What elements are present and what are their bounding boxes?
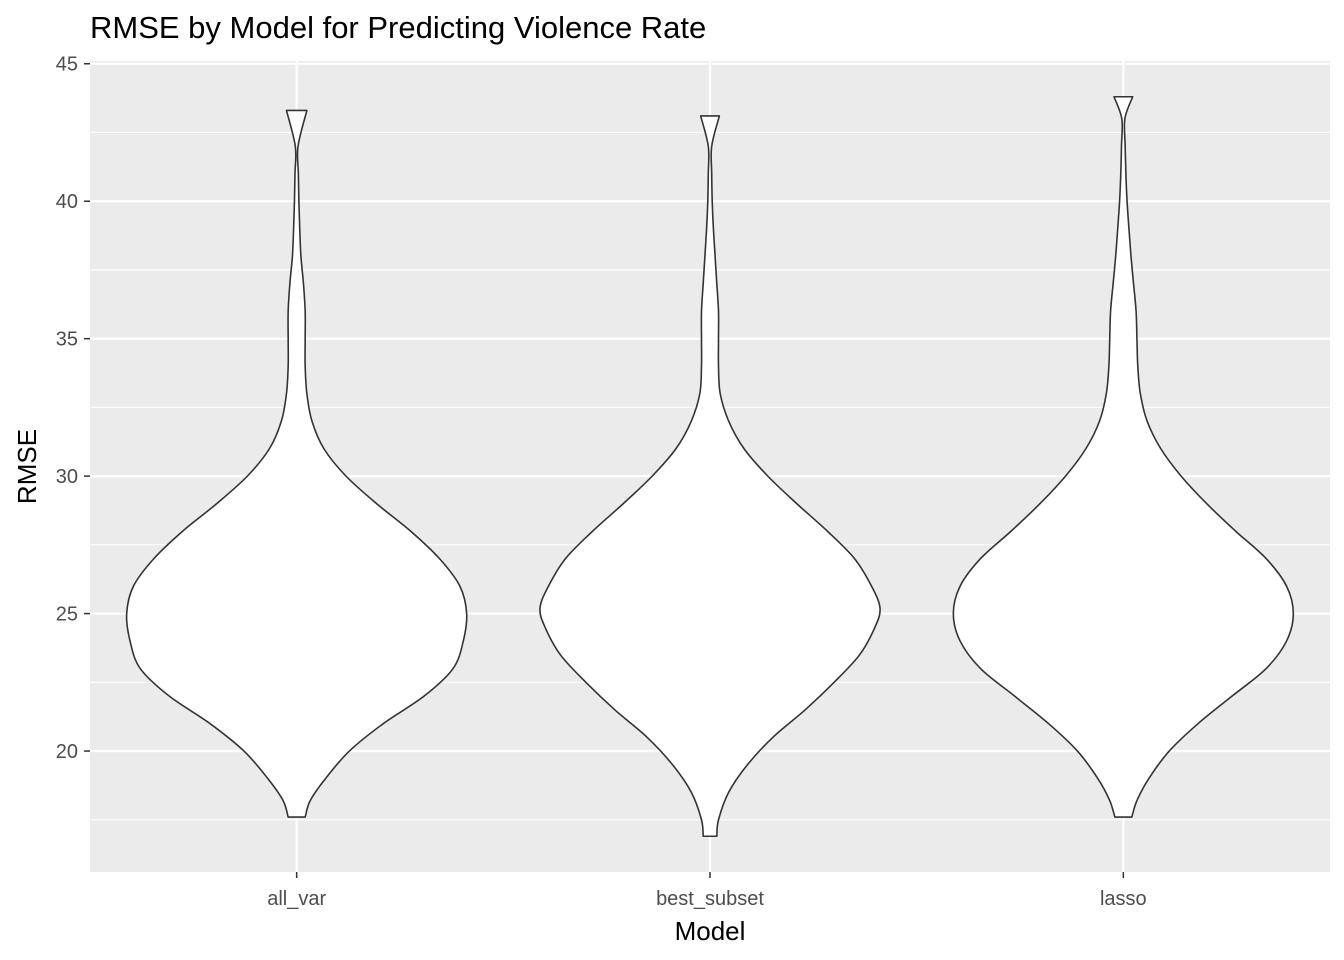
x-axis-title: Model <box>675 916 746 946</box>
y-tick-label: 35 <box>56 329 78 351</box>
y-tick-label: 25 <box>56 604 78 626</box>
y-tick-label: 20 <box>56 741 78 763</box>
violin-best_subset <box>539 115 881 838</box>
violin-all_var <box>125 109 468 818</box>
x-tick-label: lasso <box>1100 888 1147 910</box>
y-axis: 20 25 30 35 40 45 <box>56 54 90 763</box>
x-tick-label: best_subset <box>656 888 764 910</box>
violin-lasso <box>952 95 1295 818</box>
y-tick-label: 45 <box>56 54 78 76</box>
x-tick-label: all_var <box>267 888 326 910</box>
y-tick-label: 30 <box>56 466 78 488</box>
x-axis: all_var best_subset lasso <box>267 872 1147 910</box>
chart-title: RMSE by Model for Predicting Violence Ra… <box>90 10 707 45</box>
y-axis-title: RMSE <box>12 429 42 504</box>
y-tick-label: 40 <box>56 191 78 213</box>
violins <box>125 95 1295 838</box>
